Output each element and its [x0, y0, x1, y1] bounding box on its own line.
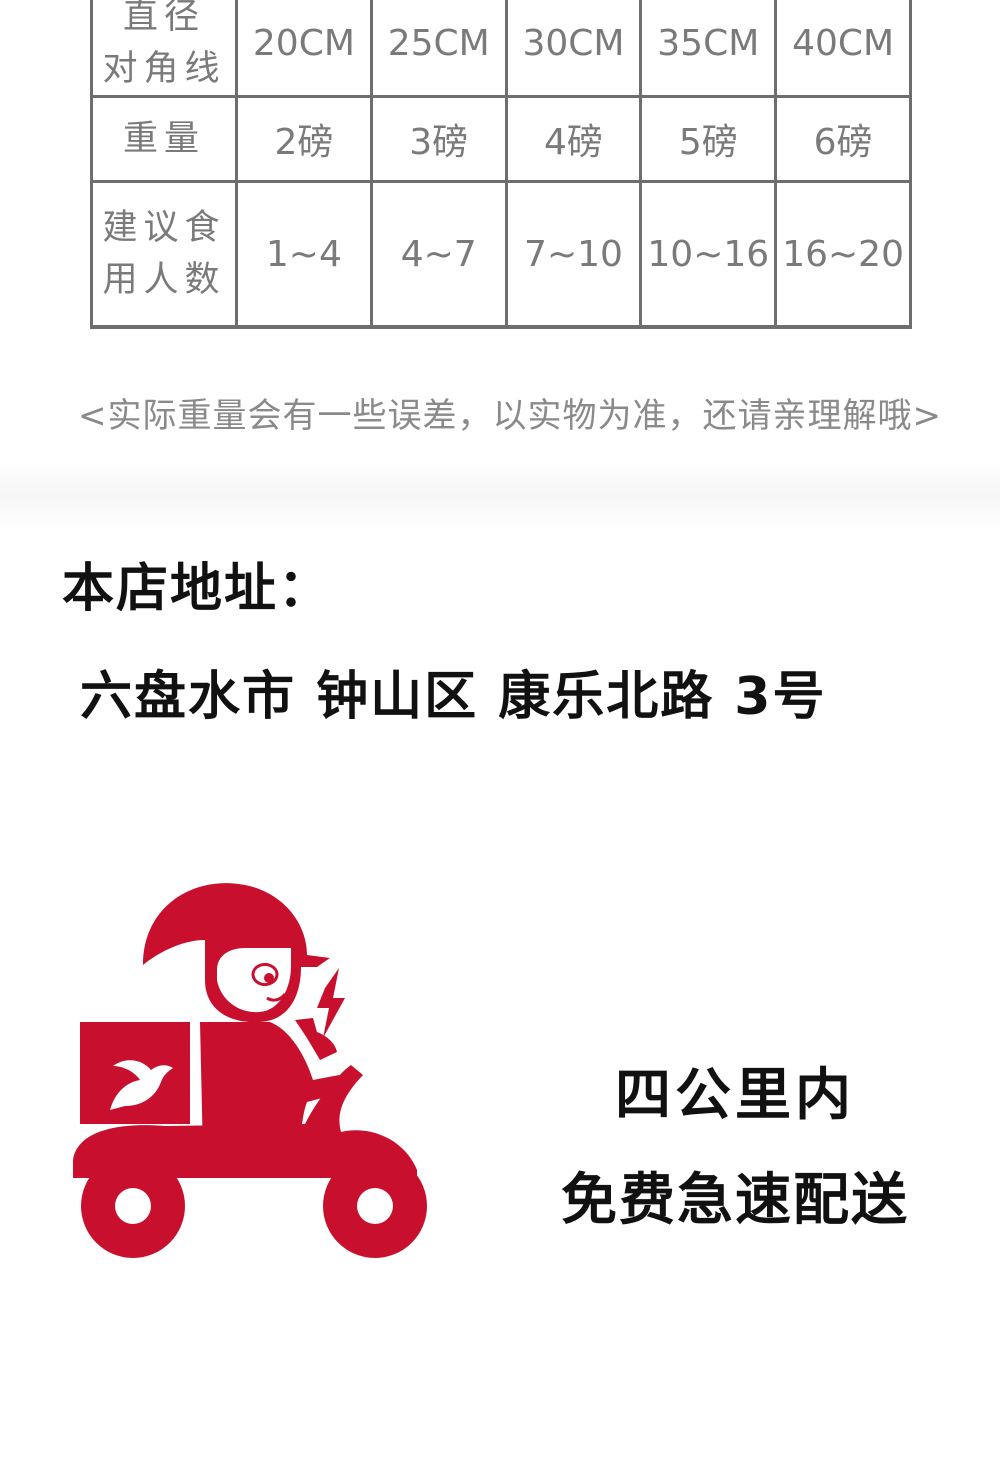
servings-cell: 1~4	[235, 180, 373, 329]
table-row-servings: 建议食 用人数 1~4 4~7 7~10 10~16 16~20	[90, 180, 912, 329]
row-header-servings: 建议食 用人数	[90, 180, 238, 329]
size-cell: 35CM	[639, 0, 778, 98]
dove-icon	[110, 1060, 173, 1110]
section-divider	[0, 460, 1000, 530]
delivery-offer: 免费急速配送	[561, 1168, 909, 1233]
weight-cell: 5磅	[639, 95, 778, 183]
table-row-weight: 重量 2磅 3磅 4磅 5磅 6磅	[90, 95, 912, 183]
size-cell: 30CM	[504, 0, 643, 98]
servings-cell: 4~7	[369, 180, 508, 329]
weight-cell: 6磅	[774, 95, 912, 183]
row-header-size: 直径 对角线	[90, 0, 238, 98]
delivery-range: 四公里内	[615, 1063, 855, 1128]
size-cell: 20CM	[235, 0, 373, 98]
servings-cell: 10~16	[639, 180, 778, 329]
delivery-scooter-rider-icon	[73, 883, 427, 1258]
servings-cell: 16~20	[774, 180, 912, 329]
weight-disclaimer: <实际重量会有一些误差，以实物为准，还请亲理解哦>	[78, 396, 942, 436]
weight-cell: 2磅	[235, 95, 373, 183]
weight-cell: 4磅	[504, 95, 643, 183]
size-cell: 40CM	[774, 0, 912, 98]
size-table: 直径 对角线 20CM 25CM 30CM 35CM 40CM 重量 2磅 3磅…	[90, 0, 912, 329]
row-header-weight: 重量	[90, 95, 238, 183]
size-cell: 25CM	[369, 0, 508, 98]
address-label: 本店地址：	[62, 559, 333, 619]
weight-cell: 3磅	[369, 95, 508, 183]
address-value: 六盘水市 钟山区 康乐北路 3号	[80, 667, 827, 727]
servings-cell: 7~10	[504, 180, 643, 329]
table-row-size: 直径 对角线 20CM 25CM 30CM 35CM 40CM	[90, 0, 912, 98]
